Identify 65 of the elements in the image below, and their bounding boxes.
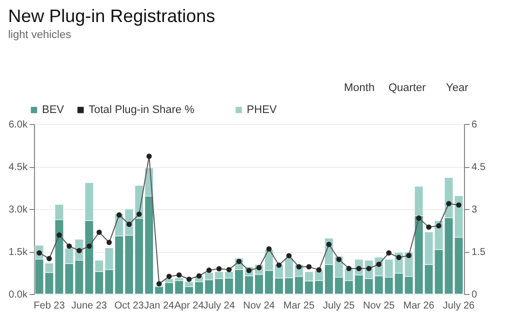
x-tick-label: Apr 24: [174, 300, 204, 312]
y-tick-label: 4.5k: [8, 162, 28, 173]
x-tick-label: July 26: [442, 300, 476, 312]
x-tick-label: Mar 25: [283, 300, 315, 312]
x-tick-label: Mar 26: [403, 300, 435, 312]
point: [326, 242, 332, 248]
point: [46, 256, 52, 262]
point: [276, 262, 282, 268]
point: [166, 274, 172, 280]
point: [116, 212, 122, 218]
legend-label: PHEV: [246, 104, 278, 116]
x-tick-label: Nov 25: [363, 300, 396, 312]
point: [206, 268, 212, 273]
point: [146, 154, 152, 159]
y2-tick-label: 0: [472, 290, 478, 300]
text: Quarter: [388, 82, 426, 94]
point: [436, 223, 442, 228]
point: [416, 215, 422, 221]
point: [346, 266, 352, 272]
point: [126, 222, 132, 227]
y2-tick-label: 6: [472, 120, 478, 130]
point: [446, 200, 452, 206]
y-tick-label: 1.5k: [8, 247, 28, 258]
point: [406, 252, 412, 258]
point: [336, 256, 342, 262]
legend-label: BEV: [42, 104, 65, 116]
point: [156, 281, 162, 286]
point: [96, 230, 102, 235]
x-tick-label: Feb 23: [34, 300, 66, 312]
point: [196, 273, 202, 279]
legend-label: Total Plug-in Share %: [88, 104, 195, 116]
point: [186, 276, 192, 282]
x-tick-label: July 24: [203, 300, 236, 312]
x-tick-label: July 25: [323, 300, 356, 312]
point: [426, 224, 432, 230]
chart-title: New Plug-in Registrations: [8, 6, 216, 26]
text: Year: [446, 82, 469, 94]
point: [306, 264, 312, 270]
point: [136, 211, 142, 217]
point: [56, 232, 62, 238]
point: [226, 266, 232, 272]
x-tick-label: Oct 23: [114, 300, 144, 312]
y2-tick-label: 4.5: [472, 162, 486, 173]
y-tick-label: 0.0k: [8, 290, 28, 300]
point: [396, 254, 402, 260]
point: [456, 202, 462, 208]
point: [176, 272, 182, 278]
chart-subtitle: light vehicles: [8, 29, 72, 41]
point: [86, 243, 92, 249]
point: [66, 243, 72, 249]
point: [106, 240, 112, 246]
y-tick-label: 6.0k: [8, 120, 28, 130]
point: [316, 267, 322, 273]
point: [286, 253, 292, 258]
x-tick-label: Jan 24: [144, 300, 175, 312]
point: [216, 266, 222, 272]
y2-tick-label: 3: [472, 204, 478, 216]
point: [386, 250, 392, 256]
point: [296, 264, 302, 270]
y2-tick-label: 1.5: [472, 247, 486, 258]
y-tick-label: 3.0k: [8, 204, 28, 216]
point: [266, 246, 272, 252]
x-tick-label: Nov 24: [243, 300, 276, 312]
x-tick-label: June 23: [71, 300, 108, 312]
text: Month: [344, 82, 375, 94]
